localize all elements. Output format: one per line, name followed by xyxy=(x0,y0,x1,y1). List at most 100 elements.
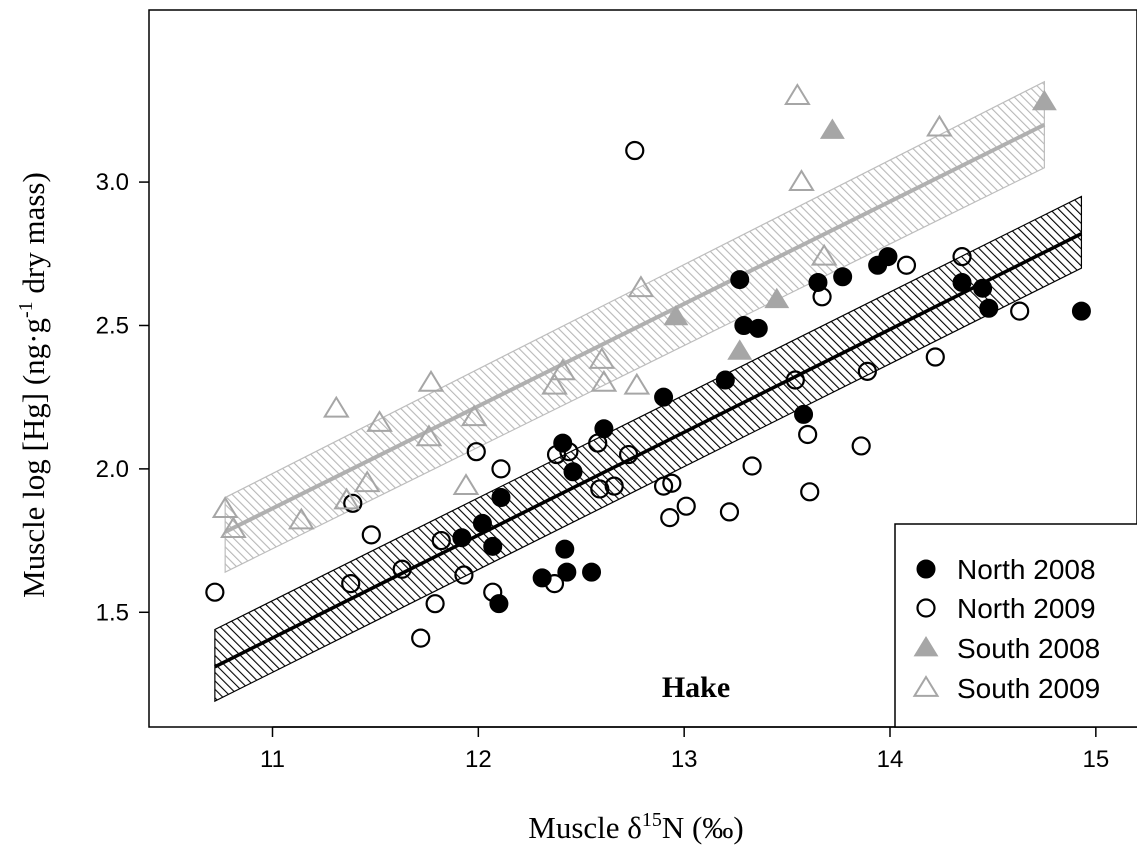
data-point xyxy=(483,536,503,556)
data-point xyxy=(563,462,583,482)
data-point xyxy=(491,459,511,479)
data-point xyxy=(604,476,624,496)
x-tick-label: 12 xyxy=(465,746,492,773)
series-south-2008 xyxy=(663,89,1057,360)
data-point xyxy=(205,582,225,602)
data-point xyxy=(588,346,616,369)
data-point xyxy=(559,442,579,462)
series-south-2009 xyxy=(211,83,953,539)
data-point xyxy=(460,404,488,427)
data-point xyxy=(660,508,680,528)
data-point xyxy=(808,272,828,292)
data-point xyxy=(211,496,239,518)
data-point xyxy=(546,444,567,465)
data-point xyxy=(333,487,360,510)
data-point xyxy=(425,594,445,614)
data-point xyxy=(483,582,503,602)
data-point xyxy=(1071,301,1091,321)
data-point xyxy=(798,424,818,445)
data-point xyxy=(454,565,474,585)
data-point xyxy=(810,243,838,266)
x-axis: 11 12 13 14 15 xyxy=(260,726,1109,773)
legend-label: South 2008 xyxy=(957,633,1100,664)
data-point xyxy=(730,270,750,290)
x-tick-label: 15 xyxy=(1082,746,1109,773)
series-north-2009 xyxy=(205,140,1030,648)
data-point xyxy=(366,410,393,432)
data-point xyxy=(662,473,682,493)
data-point xyxy=(819,118,845,139)
data-point xyxy=(979,298,999,318)
data-point xyxy=(654,387,674,407)
data-point xyxy=(851,436,871,456)
data-point xyxy=(764,287,790,309)
legend: North 2008 North 2009 South 2008 South 2009 xyxy=(894,523,1137,728)
data-point xyxy=(452,528,472,548)
legend-marker xyxy=(916,598,936,618)
data-point xyxy=(973,278,993,298)
legend-marker xyxy=(916,559,936,579)
data-point xyxy=(653,476,674,496)
y-axis: 1.5 2.0 2.5 3.0 xyxy=(96,169,149,626)
x-tick-label: 13 xyxy=(671,746,698,773)
data-point xyxy=(676,496,696,516)
y-tick-label: 2.0 xyxy=(96,456,129,483)
legend-marker xyxy=(913,636,939,657)
data-point xyxy=(392,559,412,579)
data-point xyxy=(452,473,480,496)
x-tick-label: 14 xyxy=(877,746,904,773)
data-point xyxy=(618,444,639,465)
data-point xyxy=(489,594,509,614)
data-points xyxy=(205,83,1091,648)
data-point xyxy=(727,339,753,360)
data-point xyxy=(590,369,618,392)
data-point xyxy=(625,140,645,161)
data-point xyxy=(361,525,381,545)
x-axis-title: Muscle δ15N (‰) xyxy=(528,809,743,845)
data-point xyxy=(549,358,577,381)
data-point xyxy=(926,114,953,137)
data-point xyxy=(623,372,651,395)
data-point xyxy=(742,456,762,476)
data-point xyxy=(812,287,832,307)
data-point xyxy=(472,513,492,533)
data-point xyxy=(415,424,443,447)
data-point xyxy=(627,275,655,298)
data-point xyxy=(220,516,247,539)
data-point xyxy=(343,493,363,513)
data-point xyxy=(555,539,575,559)
data-point xyxy=(353,470,381,493)
species-annotation: Hake xyxy=(662,671,730,704)
series-north-2008 xyxy=(452,247,1091,614)
legend-box xyxy=(894,523,1137,728)
data-point xyxy=(952,272,972,292)
data-point xyxy=(794,404,814,424)
y-tick-label: 2.5 xyxy=(96,312,129,339)
data-point xyxy=(833,267,853,287)
data-point xyxy=(590,479,610,499)
data-point xyxy=(588,433,608,453)
y-tick-label: 3.0 xyxy=(96,169,129,196)
data-point xyxy=(287,507,315,530)
data-point xyxy=(322,395,350,418)
data-point xyxy=(663,304,689,326)
data-point xyxy=(719,502,740,522)
y-axis-title: Muscle log [Hg] (ng·g-1 dry mass) xyxy=(15,172,51,598)
data-point xyxy=(925,347,945,367)
legend-label: North 2009 xyxy=(957,593,1096,624)
data-point xyxy=(784,83,811,105)
data-point xyxy=(417,369,445,392)
legend-label: South 2009 xyxy=(957,673,1100,704)
regression-line-1 xyxy=(214,232,1083,669)
data-point xyxy=(544,573,565,594)
data-point xyxy=(557,562,577,582)
data-point xyxy=(785,370,805,390)
data-point xyxy=(541,372,568,395)
regression-line-2 xyxy=(224,122,1046,534)
data-point xyxy=(800,482,820,502)
data-point xyxy=(582,562,602,582)
data-point xyxy=(491,488,511,508)
x-tick-label: 11 xyxy=(260,746,285,773)
data-point xyxy=(788,169,815,191)
data-point xyxy=(952,247,972,267)
